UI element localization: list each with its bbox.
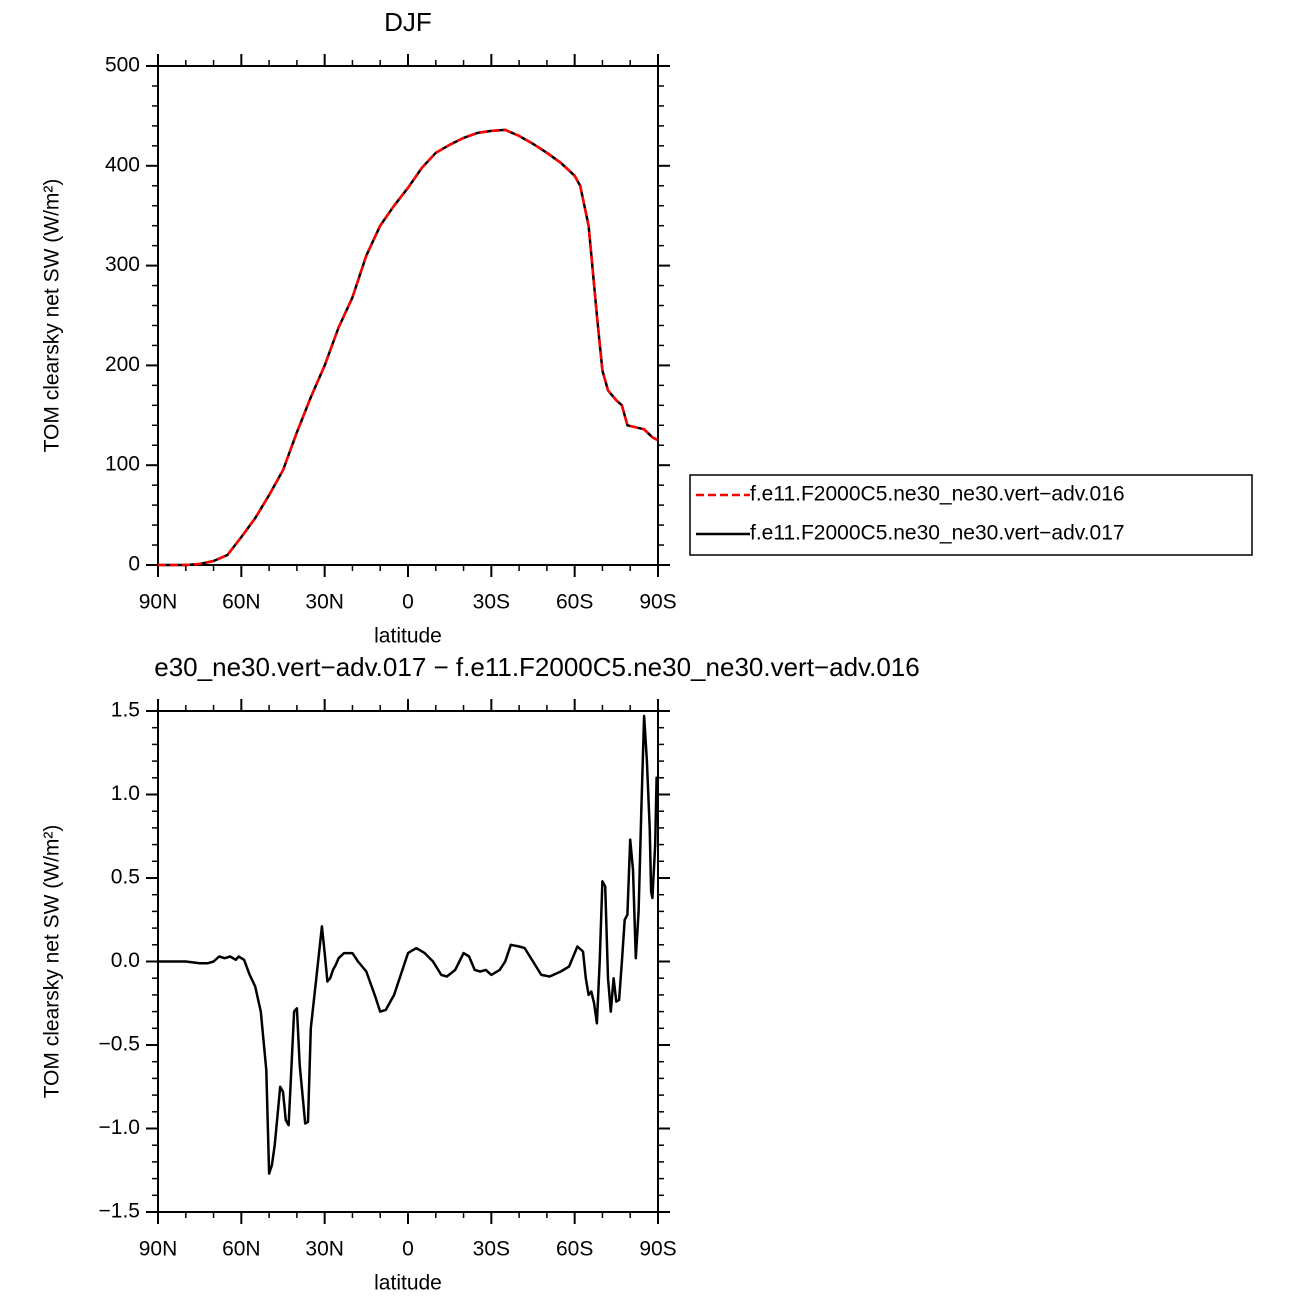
y-tick-label: 500 — [105, 54, 140, 77]
y-tick-label: 0.5 — [111, 866, 140, 889]
y-tick-label: −0.5 — [99, 1033, 140, 1056]
x-axis-label: latitude — [374, 1272, 442, 1295]
y-tick-label: 300 — [105, 253, 140, 276]
x-tick-label: 60S — [556, 1238, 593, 1261]
x-tick-label: 30S — [473, 591, 510, 614]
x-tick-label: 90N — [139, 591, 178, 614]
x-tick-label: 90N — [139, 1238, 178, 1261]
y-tick-label: 400 — [105, 153, 140, 176]
y-tick-label: 0.0 — [111, 949, 140, 972]
chart-title: e30_ne30.vert−adv.017 − f.e11.F2000C5.ne… — [154, 652, 919, 682]
data-line — [158, 128, 659, 567]
y-tick-label: 1.5 — [111, 699, 140, 722]
x-tick-label: 60S — [556, 591, 593, 614]
x-tick-label: 30S — [473, 1238, 510, 1261]
legend-label: f.e11.F2000C5.ne30_ne30.vert−adv.017 — [750, 522, 1125, 545]
x-axis-label: latitude — [374, 625, 442, 648]
y-tick-label: 0 — [128, 553, 140, 576]
x-tick-label: 60N — [222, 591, 261, 614]
legend-box — [689, 474, 1253, 556]
y-axis-label: TOM clearsky net SW (W/m²) — [41, 825, 64, 1099]
x-tick-label: 0 — [402, 591, 414, 614]
y-tick-label: 200 — [105, 353, 140, 376]
plot-frame — [157, 65, 659, 566]
y-tick-label: −1.0 — [99, 1116, 140, 1139]
data-line — [158, 128, 659, 567]
legend-label: f.e11.F2000C5.ne30_ne30.vert−adv.016 — [750, 483, 1125, 506]
x-tick-label: 90S — [639, 1238, 676, 1261]
x-tick-label: 30N — [305, 591, 344, 614]
x-tick-label: 0 — [402, 1238, 414, 1261]
x-tick-label: 90S — [639, 591, 676, 614]
data-line — [158, 714, 660, 1175]
y-tick-label: 1.0 — [111, 782, 140, 805]
y-tick-label: 100 — [105, 453, 140, 476]
y-tick-label: −1.5 — [99, 1200, 140, 1223]
x-tick-label: 60N — [222, 1238, 261, 1261]
y-axis-label: TOM clearsky net SW (W/m²) — [41, 179, 64, 453]
x-tick-label: 30N — [305, 1238, 344, 1261]
chart-title: DJF — [384, 7, 432, 37]
